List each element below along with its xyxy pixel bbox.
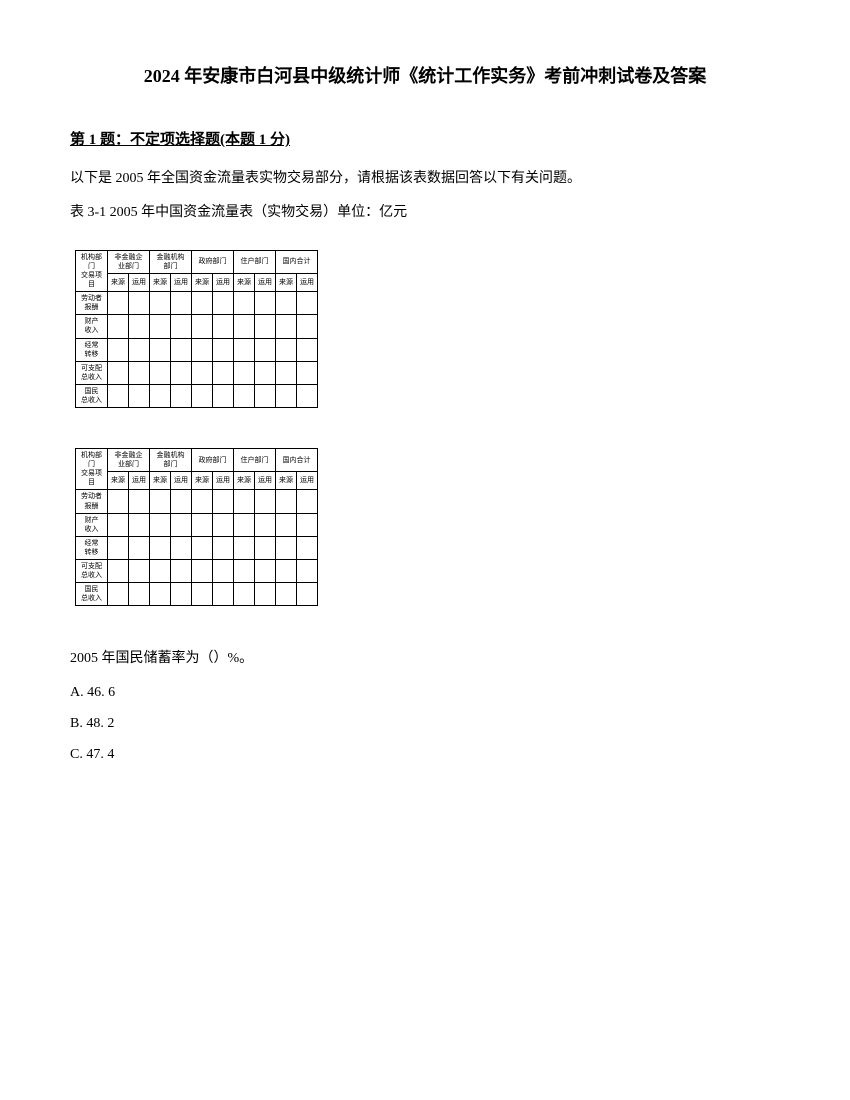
sub-header: 来源 (150, 274, 171, 292)
row-label: 可支配总收入 (76, 560, 108, 583)
col-header: 政府部门 (192, 449, 234, 472)
question-text: 以下是 2005 年全国资金流量表实物交易部分，请根据该表数据回答以下有关问题。 (70, 166, 780, 191)
option-b: B. 48. 2 (70, 711, 780, 736)
col-header: 机构部门交易项目 (76, 449, 108, 490)
col-header: 住户部门 (234, 449, 276, 472)
row-label: 国民总收入 (76, 583, 108, 606)
row-label: 劳动者报酬 (76, 490, 108, 513)
sub-header: 运用 (297, 472, 318, 490)
sub-header: 来源 (108, 274, 129, 292)
sub-header: 运用 (129, 274, 150, 292)
row-label: 经常转移 (76, 338, 108, 361)
sub-header: 来源 (192, 472, 213, 490)
question-header: 第 1 题：不定项选择题(本题 1 分) (70, 127, 780, 154)
row-label: 财产收入 (76, 315, 108, 338)
sub-header: 来源 (234, 274, 255, 292)
sub-header: 来源 (234, 472, 255, 490)
option-a: A. 46. 6 (70, 680, 780, 705)
col-header: 机构部门交易项目 (76, 250, 108, 291)
col-header: 国内合计 (276, 250, 318, 273)
sub-header: 来源 (108, 472, 129, 490)
row-label: 可支配总收入 (76, 361, 108, 384)
data-table-2: 机构部门交易项目 非金融企业部门 金融机构部门 政府部门 住户部门 国内合计 来… (75, 448, 318, 606)
sub-header: 运用 (129, 472, 150, 490)
row-label: 劳动者报酬 (76, 292, 108, 315)
row-label: 国民总收入 (76, 384, 108, 407)
option-c: C. 47. 4 (70, 742, 780, 767)
document-title: 2024 年安康市白河县中级统计师《统计工作实务》考前冲刺试卷及答案 (70, 60, 780, 92)
col-header: 政府部门 (192, 250, 234, 273)
sub-header: 运用 (255, 472, 276, 490)
sub-header: 运用 (171, 472, 192, 490)
sub-header: 来源 (276, 472, 297, 490)
question-header-text: 第 1 题：不定项选择题(本题 1 分) (70, 132, 290, 148)
col-header: 非金融企业部门 (108, 250, 150, 273)
col-header: 住户部门 (234, 250, 276, 273)
sub-header: 运用 (255, 274, 276, 292)
col-header: 国内合计 (276, 449, 318, 472)
sub-question: 2005 年国民储蓄率为（）%。 (70, 646, 780, 671)
sub-header: 运用 (171, 274, 192, 292)
sub-header: 运用 (297, 274, 318, 292)
col-header: 非金融企业部门 (108, 449, 150, 472)
col-header: 金融机构部门 (150, 250, 192, 273)
table-caption: 表 3-1 2005 年中国资金流量表（实物交易）单位：亿元 (70, 200, 780, 225)
sub-header: 来源 (276, 274, 297, 292)
data-table-1: 机构部门交易项目 非金融企业部门 金融机构部门 政府部门 住户部门 国内合计 来… (75, 250, 318, 408)
sub-header: 运用 (213, 274, 234, 292)
row-label: 财产收入 (76, 513, 108, 536)
sub-header: 来源 (192, 274, 213, 292)
sub-header: 来源 (150, 472, 171, 490)
col-header: 金融机构部门 (150, 449, 192, 472)
row-label: 经常转移 (76, 536, 108, 559)
sub-header: 运用 (213, 472, 234, 490)
